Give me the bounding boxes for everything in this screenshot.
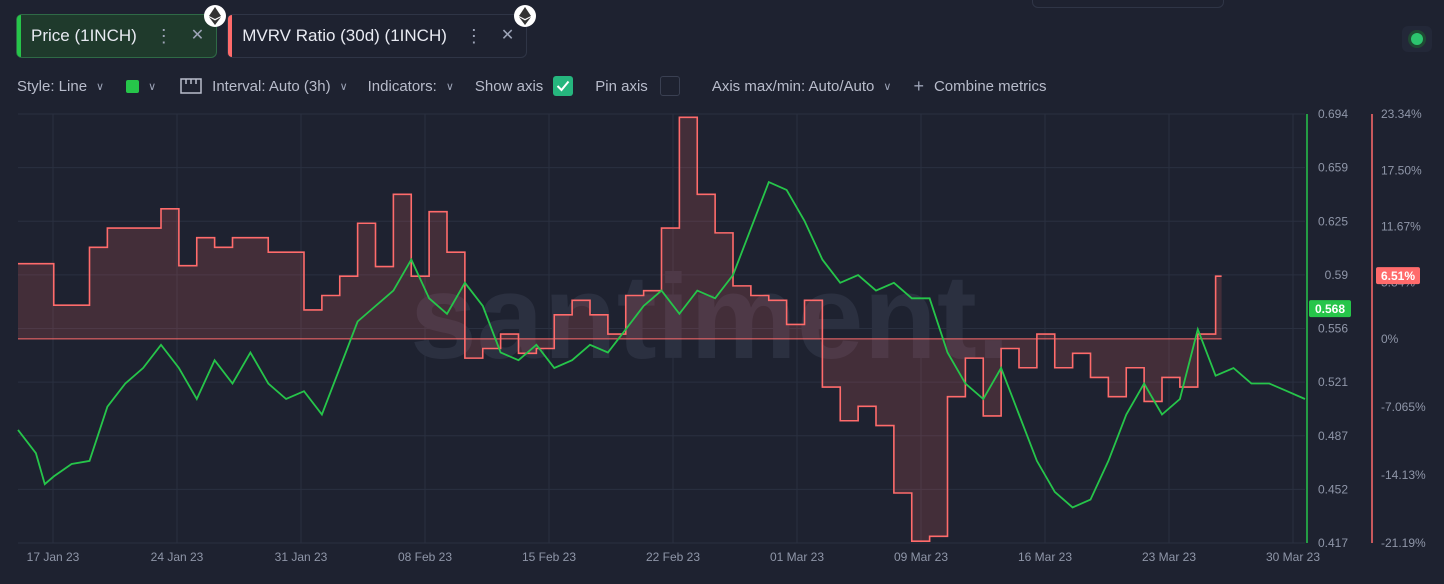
- tab-price-accent: [17, 15, 21, 57]
- price-tick-label: 0.452: [1318, 482, 1348, 496]
- mvrv-tick-label: 23.34%: [1381, 107, 1422, 121]
- close-icon[interactable]: ✕: [190, 27, 205, 44]
- price-tick-label: 0.625: [1318, 214, 1348, 228]
- x-tick-label: 30 Mar 23: [1266, 550, 1320, 564]
- mvrv-tick-label: 17.50%: [1381, 163, 1422, 177]
- mvrv-tick-label: -21.19%: [1381, 536, 1426, 550]
- interval-label: Interval: Auto (3h): [212, 77, 331, 95]
- mvrv-tick-label: 11.67%: [1381, 219, 1421, 233]
- indicators-dropdown[interactable]: Indicators: ∨: [368, 78, 454, 95]
- show-axis-toggle[interactable]: Show axis: [474, 76, 574, 96]
- combine-metrics-label: Combine metrics: [933, 77, 1047, 95]
- x-tick-label: 15 Feb 23: [522, 550, 576, 564]
- x-axis-ticks: 17 Jan 23 24 Jan 23 31 Jan 23 08 Feb 23 15 F…: [27, 550, 1321, 564]
- price-tick-label: 0.694: [1318, 107, 1348, 121]
- chart-toolbar: Style: Line ∨ ∨ Interval: Auto (3h) ∨ In…: [17, 74, 1047, 98]
- check-icon: [557, 80, 570, 92]
- price-tick-label: 0.659: [1318, 161, 1348, 175]
- price-tick-label: 0.521: [1318, 375, 1348, 389]
- tab-price-label: Price (1INCH): [31, 26, 137, 45]
- tab-price[interactable]: Price (1INCH) ⋮ ✕: [16, 5, 227, 58]
- combine-metrics-button[interactable]: + Combine metrics: [913, 77, 1046, 95]
- ethereum-icon: [204, 5, 227, 27]
- chevron-down-icon: ∨: [339, 80, 348, 93]
- close-icon[interactable]: ✕: [500, 27, 515, 44]
- price-current-badge: [1309, 300, 1351, 318]
- mvrv-tick-label: -7.065%: [1381, 400, 1426, 414]
- x-tick-label: 23 Mar 23: [1142, 550, 1196, 564]
- pin-axis-checkbox[interactable]: [659, 76, 680, 96]
- color-dropdown[interactable]: ∨: [126, 79, 157, 93]
- interval-dropdown[interactable]: Interval: Auto (3h) ∨: [180, 77, 348, 95]
- axis-minmax-dropdown[interactable]: Axis max/min: Auto/Auto ∨: [712, 78, 892, 95]
- tab-mvrv-accent: [228, 15, 233, 57]
- tab-mvrv-label: MVRV Ratio (30d) (1INCH): [242, 26, 447, 45]
- show-axis-label: Show axis: [474, 77, 544, 95]
- x-tick-label: 16 Mar 23: [1018, 550, 1072, 564]
- price-tick-label: 0.556: [1318, 322, 1348, 336]
- show-axis-checkbox[interactable]: [553, 76, 574, 96]
- mvrv-current-label: 6.51%: [1381, 269, 1415, 283]
- santiment-watermark: santiment.: [410, 250, 1010, 384]
- top-search-box[interactable]: [1032, 0, 1224, 8]
- mvrv-series-line[interactable]: [18, 116, 1222, 542]
- live-indicator-button[interactable]: [1402, 26, 1432, 52]
- interval-icon: [180, 78, 202, 94]
- mvrv-current-badge: [1376, 267, 1420, 285]
- chevron-down-icon: ∨: [148, 80, 157, 93]
- mvrv-axis: 23.34% 17.50% 11.67% 0% -7.065% -14.13% -21.19…: [1371, 107, 1426, 550]
- live-dot-icon: [1411, 33, 1423, 45]
- style-dropdown[interactable]: Style: Line ∨: [17, 78, 104, 95]
- mvrv-tick-label: -14.13%: [1381, 468, 1426, 482]
- price-tick-label: 0.59: [1325, 268, 1349, 282]
- price-axis: 0.694 0.659 0.625 0.59 0.556 0.521 0.487 0.452 0…: [1306, 107, 1351, 550]
- plus-icon: +: [913, 76, 924, 96]
- x-tick-label: 24 Jan 23: [151, 550, 204, 564]
- more-options-icon[interactable]: ⋮: [464, 26, 483, 46]
- price-tick-label: 0.417: [1318, 536, 1348, 550]
- price-tick-label: 0.487: [1318, 429, 1348, 443]
- price-series-line[interactable]: [17, 180, 1306, 509]
- metric-tabs: Price (1INCH) ⋮ ✕ MVRV Ratio (30d) (1INC…: [16, 5, 537, 60]
- x-tick-label: 08 Feb 23: [398, 550, 452, 564]
- chevron-down-icon: ∨: [96, 80, 105, 93]
- tab-mvrv[interactable]: MVRV Ratio (30d) (1INCH) ⋮ ✕: [227, 5, 537, 58]
- x-tick-label: 09 Mar 23: [894, 550, 948, 564]
- ethereum-icon: [514, 5, 537, 27]
- x-tick-label: 31 Jan 23: [275, 550, 328, 564]
- x-tick-label: 17 Jan 23: [27, 550, 80, 564]
- indicators-label: Indicators:: [367, 77, 437, 95]
- more-options-icon[interactable]: ⋮: [154, 26, 173, 46]
- mvrv-tick-label: 0%: [1381, 332, 1399, 346]
- color-swatch: [126, 79, 140, 93]
- style-label: Style: Line: [17, 77, 88, 95]
- price-current-label: 0.568: [1315, 302, 1345, 316]
- chevron-down-icon: ∨: [883, 80, 892, 93]
- x-tick-label: 01 Mar 23: [770, 550, 824, 564]
- mvrv-area: [18, 117, 1222, 542]
- pin-axis-toggle[interactable]: Pin axis: [595, 76, 680, 96]
- pin-axis-label: Pin axis: [595, 77, 648, 95]
- chevron-down-icon: ∨: [445, 80, 454, 93]
- axis-minmax-label: Axis max/min: Auto/Auto: [711, 77, 875, 95]
- x-tick-label: 22 Feb 23: [646, 550, 700, 564]
